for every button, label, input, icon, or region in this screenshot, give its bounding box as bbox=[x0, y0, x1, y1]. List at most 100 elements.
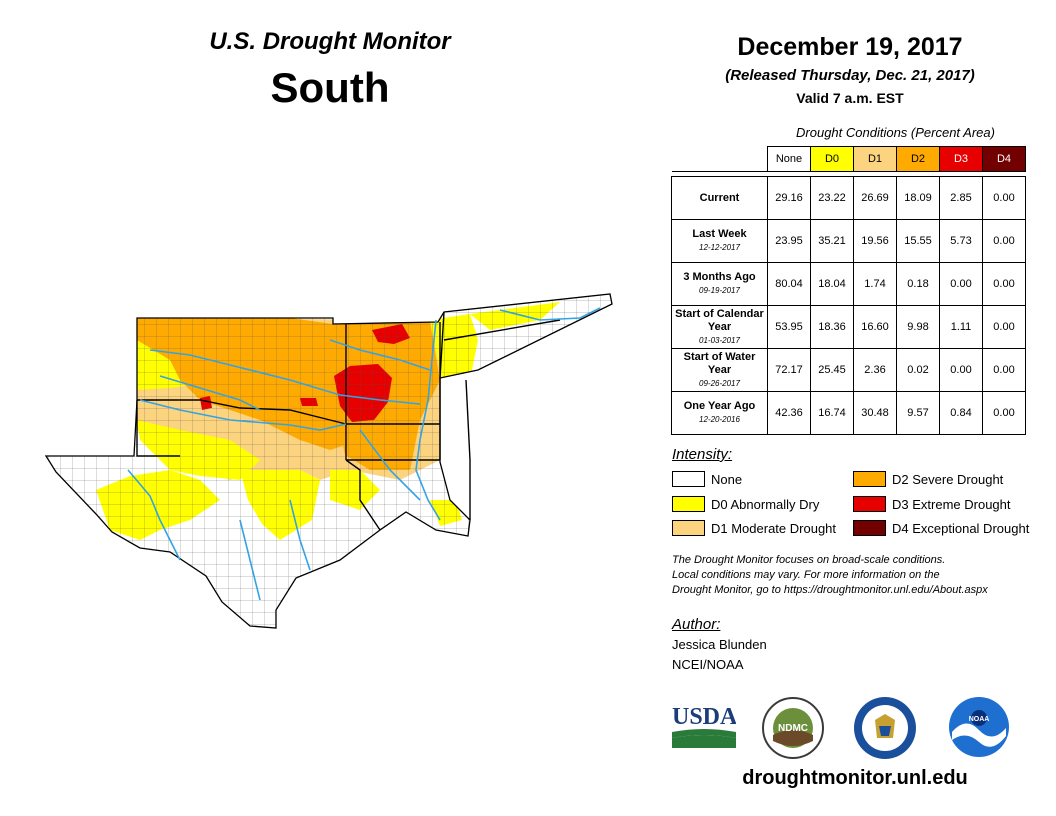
legend-label: D4 Exceptional Drought bbox=[892, 520, 1030, 536]
col-header-d4: D4 bbox=[982, 146, 1026, 172]
table-cell: 25.45 bbox=[810, 348, 854, 392]
south-outline bbox=[44, 293, 613, 629]
row-label: One Year Ago bbox=[683, 400, 756, 412]
table-cell: 0.84 bbox=[939, 391, 983, 435]
legend-title: Intensity: bbox=[672, 446, 733, 463]
release-date: (Released Thursday, Dec. 21, 2017) bbox=[725, 67, 975, 84]
map-date: December 19, 2017 bbox=[737, 33, 963, 61]
row-label: Last Week bbox=[692, 228, 747, 240]
table-cell: 18.04 bbox=[810, 262, 854, 306]
table-corner bbox=[671, 146, 768, 172]
legend-swatch bbox=[672, 471, 705, 487]
row-label: 3 Months Ago bbox=[683, 271, 756, 283]
usda-logo: USDA bbox=[672, 704, 736, 748]
row-date: 12-12-2017 bbox=[699, 243, 740, 252]
table-cell: 30.48 bbox=[853, 391, 897, 435]
table-cell: 18.36 bbox=[810, 305, 854, 349]
legend-swatch bbox=[672, 520, 705, 536]
legend-swatch bbox=[853, 471, 886, 487]
disclaimer: The Drought Monitor focuses on broad-sca… bbox=[672, 553, 1042, 598]
legend-label: None bbox=[711, 471, 743, 487]
table-cell: 0.00 bbox=[939, 262, 983, 306]
table-caption: Drought Conditions (Percent Area) bbox=[796, 125, 995, 140]
drought-map bbox=[44, 293, 613, 629]
drought-areas bbox=[46, 294, 612, 628]
disclaimer-line: The Drought Monitor focuses on broad-sca… bbox=[672, 554, 946, 566]
table-cell: 35.21 bbox=[810, 219, 854, 263]
disclaimer-line: Local conditions may vary. For more info… bbox=[672, 569, 940, 581]
row-date: 01-03-2017 bbox=[699, 335, 740, 345]
table-row-last-week: Last Week 12-12-2017 23.95 35.21 19.56 15… bbox=[671, 219, 1026, 263]
row-date: 12-20-2016 bbox=[699, 415, 740, 424]
row-label: Current bbox=[699, 191, 740, 204]
website-link[interactable]: droughtmonitor.unl.edu bbox=[742, 767, 968, 789]
table-cell: 80.04 bbox=[767, 262, 811, 306]
table-cell: 16.74 bbox=[810, 391, 854, 435]
legend-item-d4: D4 Exceptional Drought bbox=[853, 520, 1029, 536]
table-row-current: Current 29.16 23.22 26.69 18.09 2.85 0.0… bbox=[671, 176, 1026, 220]
legend-item-d2: D2 Severe Drought bbox=[853, 471, 1003, 487]
table-cell: 0.00 bbox=[982, 262, 1026, 306]
row-date: 09-26-2017 bbox=[699, 378, 740, 388]
table-cell: 1.74 bbox=[853, 262, 897, 306]
table-cell: 1.11 bbox=[939, 305, 983, 349]
noaa-logo: NOAA bbox=[949, 697, 1009, 757]
legend-item-d0: D0 Abnormally Dry bbox=[672, 496, 819, 512]
row-label: Start of Calendar Year bbox=[675, 307, 764, 333]
legend-item-d1: D1 Moderate Drought bbox=[672, 520, 836, 536]
table-cell: 18.09 bbox=[896, 176, 940, 220]
table-cell: 53.95 bbox=[767, 305, 811, 349]
table-cell: 23.22 bbox=[810, 176, 854, 220]
col-header-d1: D1 bbox=[853, 146, 897, 172]
table-cell: 23.95 bbox=[767, 219, 811, 263]
col-header-d0: D0 bbox=[810, 146, 854, 172]
table-cell: 9.57 bbox=[896, 391, 940, 435]
table-cell: 19.56 bbox=[853, 219, 897, 263]
legend-item-d3: D3 Extreme Drought bbox=[853, 496, 1011, 512]
table-row-one-year-ago: One Year Ago 12-20-2016 42.36 16.74 30.48… bbox=[671, 391, 1026, 435]
legend-swatch bbox=[853, 496, 886, 512]
table-cell: 0.18 bbox=[896, 262, 940, 306]
disclaimer-line: Drought Monitor, go to https://droughtmo… bbox=[672, 584, 988, 596]
col-header-d3: D3 bbox=[939, 146, 983, 172]
rivers bbox=[127, 307, 601, 601]
commerce-seal bbox=[854, 697, 916, 759]
legend-item-none: None bbox=[672, 471, 742, 487]
author-org: NCEI/NOAA bbox=[672, 657, 744, 672]
monitor-title: U.S. Drought Monitor bbox=[209, 28, 451, 55]
table-cell: 42.36 bbox=[767, 391, 811, 435]
table-cell: 0.00 bbox=[982, 305, 1026, 349]
table-cell: 0.00 bbox=[982, 176, 1026, 220]
usda-logo-text: USDA bbox=[672, 704, 736, 730]
legend-label: D2 Severe Drought bbox=[892, 471, 1004, 487]
state-boundaries bbox=[136, 311, 561, 531]
table-cell: 26.69 bbox=[853, 176, 897, 220]
col-header-none: None bbox=[767, 146, 811, 172]
legend-label: D3 Extreme Drought bbox=[892, 496, 1011, 512]
table-cell: 5.73 bbox=[939, 219, 983, 263]
table-cell: 72.17 bbox=[767, 348, 811, 392]
region-title: South bbox=[270, 64, 390, 111]
legend-swatch bbox=[672, 496, 705, 512]
legend-label: D1 Moderate Drought bbox=[711, 520, 837, 536]
author-name: Jessica Blunden bbox=[672, 637, 767, 652]
ndmc-logo: NDMC bbox=[762, 697, 824, 759]
table-cell: 0.00 bbox=[939, 348, 983, 392]
drought-stats-table: None D0 D1 D2 D3 D4 Current 29.16 23.22 … bbox=[671, 146, 1026, 435]
author-label: Author: bbox=[672, 616, 721, 633]
table-cell: 16.60 bbox=[853, 305, 897, 349]
table-row-calendar-year: Start of Calendar Year 01-03-2017 53.95 1… bbox=[671, 305, 1026, 349]
table-cell: 0.02 bbox=[896, 348, 940, 392]
noaa-logo-text: NOAA bbox=[969, 716, 990, 723]
table-cell: 0.00 bbox=[982, 219, 1026, 263]
table-cell: 0.00 bbox=[982, 391, 1026, 435]
table-cell: 29.16 bbox=[767, 176, 811, 220]
table-cell: 15.55 bbox=[896, 219, 940, 263]
ndmc-logo-text: NDMC bbox=[778, 723, 808, 734]
row-label: Start of Water Year bbox=[683, 350, 756, 376]
table-cell: 2.36 bbox=[853, 348, 897, 392]
row-date: 09-19-2017 bbox=[699, 286, 740, 295]
table-cell: 9.98 bbox=[896, 305, 940, 349]
table-row-water-year: Start of Water Year 09-26-2017 72.17 25.4… bbox=[671, 348, 1026, 392]
table-cell: 2.85 bbox=[939, 176, 983, 220]
